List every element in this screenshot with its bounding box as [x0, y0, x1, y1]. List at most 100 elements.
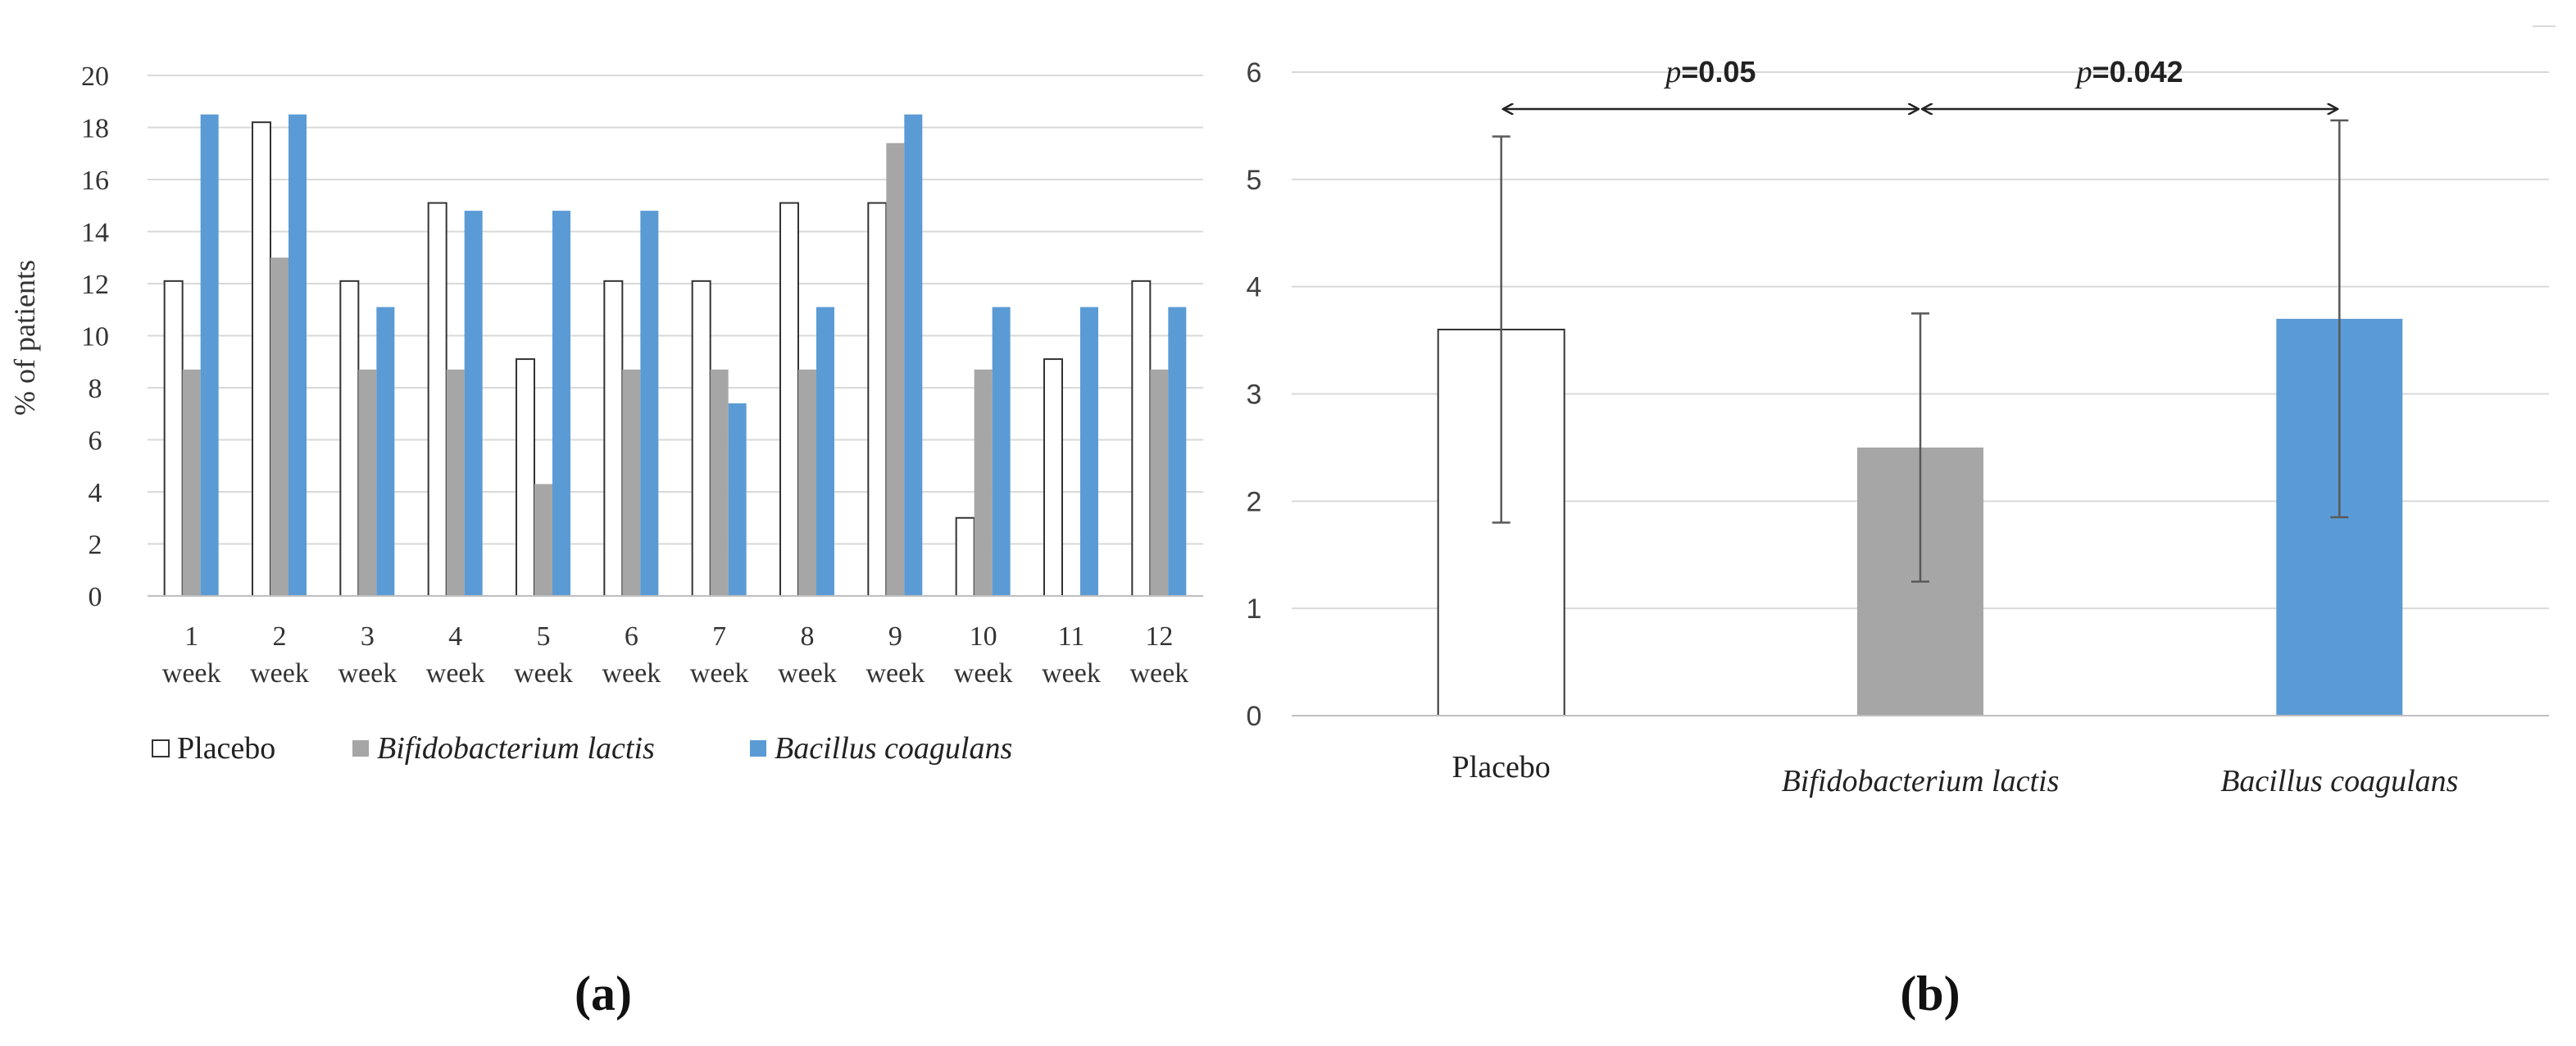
chart-b-x-tick-label: Bacillus coagulans [2220, 764, 2458, 798]
chart-a-x-tick-unit: week [1042, 658, 1101, 689]
chart-b-error-bars [1492, 119, 2349, 583]
chart-a-bar-bifidobacterium [886, 143, 905, 597]
chart-a-y-tick-label: 14 [81, 218, 109, 248]
chart-a-bar-bifidobacterium [622, 369, 641, 596]
chart-b-y-tick-label: 3 [1247, 380, 1262, 411]
chart-a-bar-placebo [691, 280, 711, 597]
chart-b-y-tick-label: 5 [1247, 165, 1262, 196]
chart-a-bar-bifidobacterium [1150, 369, 1169, 596]
chart-a-bar-bacillus [728, 403, 747, 596]
chart-a-bar-placebo [163, 280, 184, 597]
legend-swatch [152, 739, 170, 757]
chart-a-bar-bacillus [1080, 307, 1098, 596]
chart-a-y-tick-label: 18 [81, 114, 109, 144]
chart-b-x-tick-label: Placebo [1452, 750, 1551, 784]
chart-a-bar-bacillus [1168, 307, 1187, 596]
comparison-p-value: p=0.042 [2074, 55, 2183, 89]
chart-b-mean-comparison: 0 1 2 3 4 5 6 Placebo Bifidobacterium lactis Bac… [1247, 25, 2556, 1021]
chart-a-bar-bacillus [640, 211, 659, 596]
chart-a-y-tick-label: 12 [81, 270, 109, 300]
chart-a-x-tick-number: 2 [273, 621, 287, 652]
chart-b-comparisons: p=0.05 p=0.042 [1504, 55, 2337, 109]
chart-a-y-tick-label: 2 [89, 530, 102, 561]
chart-a-legend: Placebo Bifidobacterium lactis Bacillus co… [152, 731, 1012, 766]
legend-label: Bacillus coagulans [775, 731, 1012, 766]
chart-a-x-tick-unit: week [690, 658, 749, 689]
chart-a-x-tick-number: 12 [1145, 621, 1173, 652]
chart-a-bars [163, 114, 1187, 597]
chart-a-bar-placebo [1043, 358, 1063, 597]
chart-a-x-tick-unit: week [1129, 658, 1188, 689]
chart-a-x-tick-number: 1 [184, 621, 198, 652]
chart-a-bar-placebo [427, 202, 448, 597]
chart-b-y-tick-label: 2 [1247, 486, 1262, 517]
chart-a-bar-bifidobacterium [446, 369, 465, 596]
chart-a-x-tick-number: 5 [537, 621, 551, 652]
chart-a-bar-bifidobacterium [358, 369, 377, 596]
chart-a-weekly-incidence: 0 2 4 6 8 10 12 14 16 18 20 % of patients 1 week 2 we… [8, 61, 1203, 1021]
comparison-p-value: p=0.05 [1663, 55, 1756, 89]
chart-a-bar-placebo [603, 280, 624, 597]
chart-b-x-ticks: Placebo Bifidobacterium lactis Bacillus co… [1452, 750, 2459, 798]
chart-a-bar-placebo [252, 121, 271, 597]
chart-a-bar-bifidobacterium [534, 484, 552, 596]
chart-a-x-ticks: 1 week 2 week 3 week 4 week 5 week 6 week 7 week 8 week… [162, 621, 1188, 689]
chart-a-y-tick-label: 20 [81, 61, 109, 92]
chart-a-bar-placebo [1131, 280, 1152, 597]
chart-a-bar-bacillus [288, 114, 307, 596]
legend-swatch [750, 740, 766, 757]
chart-a-x-tick-unit: week [954, 658, 1013, 689]
chart-a-x-tick-unit: week [426, 658, 485, 689]
chart-a-x-tick-unit: week [865, 658, 925, 689]
chart-b-x-tick-label: Bifidobacterium lactis [1782, 764, 2060, 798]
chart-a-gridlines [148, 75, 1203, 545]
chart-a-y-tick-label: 16 [81, 166, 109, 196]
chart-a-y-tick-label: 6 [89, 426, 102, 457]
chart-a-x-tick-number: 6 [625, 621, 638, 652]
chart-a-y-ticks: 0 2 4 6 8 10 12 14 16 18 20 [81, 61, 109, 612]
chart-a-x-tick-unit: week [250, 658, 309, 689]
chart-a-bar-placebo [867, 202, 888, 597]
panel-label-a: (a) [575, 966, 632, 1021]
chart-a-bar-bacillus [200, 114, 219, 596]
chart-b-y-ticks: 0 1 2 3 4 5 6 [1247, 57, 1262, 732]
chart-a-x-tick-unit: week [514, 658, 573, 689]
chart-a-bar-bacillus [992, 307, 1011, 596]
chart-a-x-tick-unit: week [162, 658, 221, 689]
chart-a-bar-placebo [779, 202, 799, 597]
chart-a-x-tick-number: 9 [888, 621, 902, 652]
chart-a-bar-bifidobacterium [270, 257, 288, 596]
chart-a-x-tick-number: 10 [970, 621, 997, 652]
legend-label: Bifidobacterium lactis [377, 731, 655, 766]
chart-a-y-axis-title: % of patients [8, 260, 41, 416]
chart-a-bar-bifidobacterium [798, 369, 816, 596]
chart-a-x-tick-unit: week [602, 658, 661, 689]
chart-a-bar-bifidobacterium [974, 369, 993, 596]
chart-a-bar-bacillus [464, 211, 483, 596]
chart-b-y-tick-label: 6 [1247, 57, 1262, 89]
chart-a-y-tick-label: 0 [89, 582, 102, 612]
chart-a-y-tick-label: 4 [89, 478, 102, 508]
chart-b-y-tick-label: 0 [1247, 701, 1262, 732]
chart-a-x-tick-number: 3 [361, 621, 375, 652]
chart-a-bar-placebo [955, 516, 975, 597]
chart-a-y-tick-label: 8 [89, 374, 102, 404]
chart-a-x-tick-number: 7 [712, 621, 726, 652]
chart-a-bar-bacillus [376, 307, 395, 596]
chart-a-x-tick-number: 11 [1058, 621, 1085, 652]
chart-b-y-tick-label: 1 [1247, 593, 1262, 625]
legend-label: Placebo [177, 731, 275, 766]
chart-a-bar-bacillus [816, 307, 834, 596]
panel-label-b: (b) [1900, 966, 1960, 1021]
chart-b-y-tick-label: 4 [1247, 272, 1262, 303]
chart-a-y-tick-label: 10 [81, 322, 109, 352]
chart-a-bar-bacillus [904, 114, 923, 596]
chart-a-x-tick-unit: week [778, 658, 837, 689]
chart-a-bar-bifidobacterium [182, 369, 201, 596]
chart-a-x-tick-number: 8 [801, 621, 815, 652]
chart-a-bar-placebo [516, 358, 535, 597]
chart-a-bar-bacillus [552, 211, 570, 596]
chart-a-x-tick-number: 4 [448, 621, 462, 652]
chart-a-bar-bifidobacterium [710, 369, 729, 596]
